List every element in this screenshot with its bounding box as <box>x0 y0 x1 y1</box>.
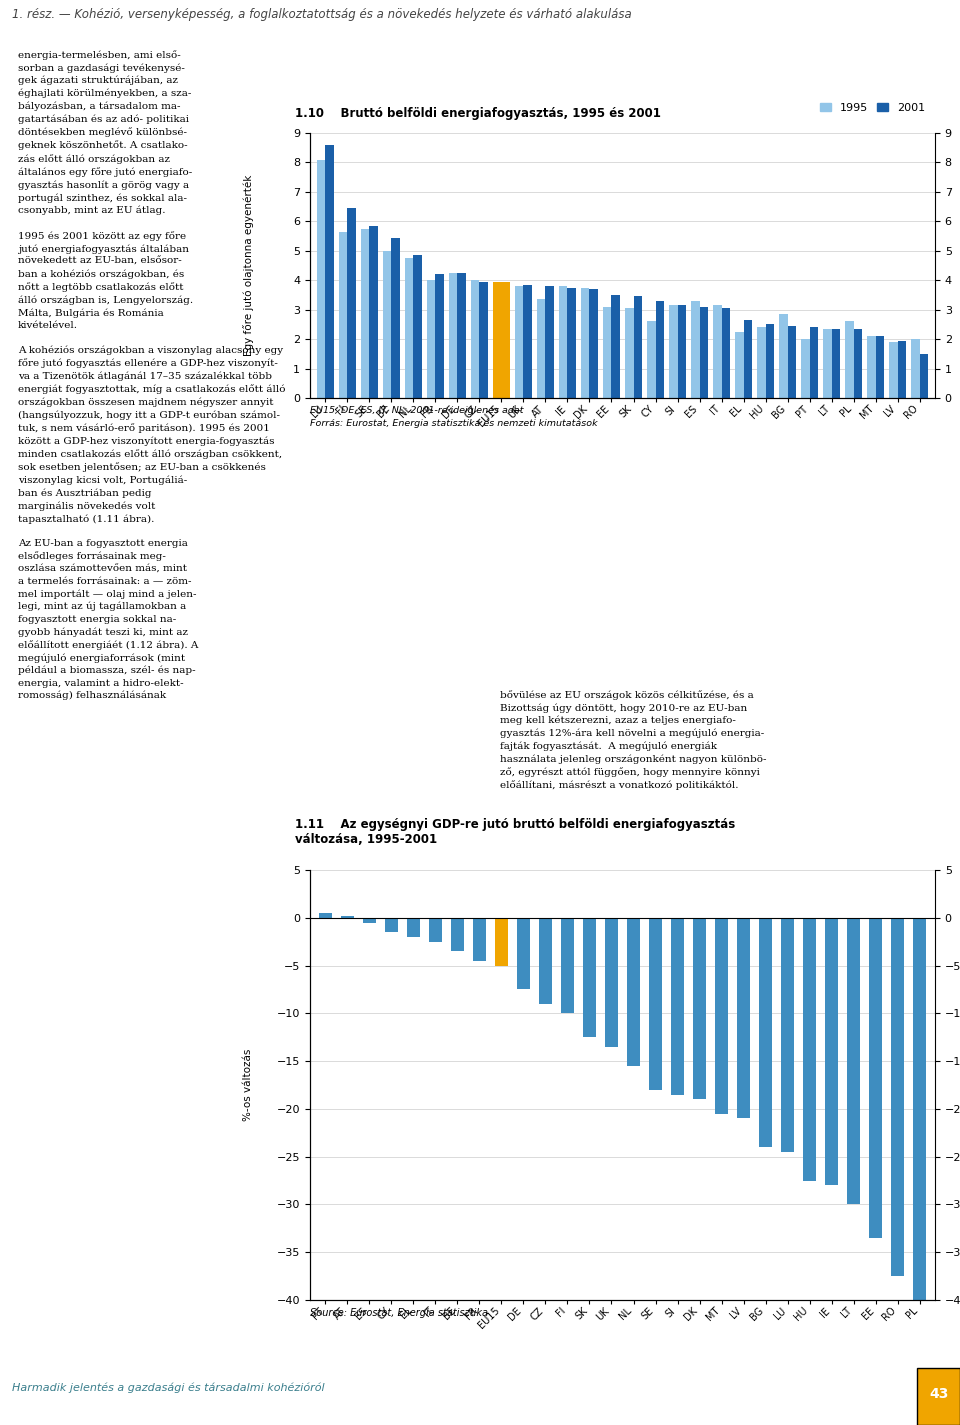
Bar <box>911 339 920 398</box>
Bar <box>405 258 414 398</box>
Bar <box>780 314 787 398</box>
Bar <box>757 328 765 398</box>
Bar <box>913 918 926 1300</box>
Bar <box>537 299 545 398</box>
Bar <box>449 272 458 398</box>
Bar <box>436 275 444 398</box>
FancyBboxPatch shape <box>917 1368 960 1425</box>
Bar <box>494 918 508 966</box>
Bar <box>669 305 678 398</box>
Bar <box>744 321 752 398</box>
Bar <box>853 329 862 398</box>
Bar <box>700 306 708 398</box>
Legend: 1995, 2001: 1995, 2001 <box>815 98 929 118</box>
Bar <box>656 301 664 398</box>
Bar <box>370 225 378 398</box>
Bar <box>559 286 567 398</box>
Bar <box>803 918 816 1180</box>
Bar <box>319 913 332 918</box>
Bar <box>715 918 728 1114</box>
Bar <box>471 281 479 398</box>
Text: 2001-ben a megújuló energiaforrások az EU-ban
az összes felhasznált energiának m: 2001-ben a megújuló energiaforrások az E… <box>500 911 764 985</box>
Bar <box>603 306 612 398</box>
Text: bővülése az EU országok közös célkitűzése, és a
Bizottság úgy döntött, hogy 2010: bővülése az EU országok közös célkitűzés… <box>500 690 766 791</box>
Text: Forrás: Eurostat, Energia statisztika és nemzeti kimutatások: Forrás: Eurostat, Energia statisztika és… <box>310 418 598 428</box>
Bar <box>780 918 794 1151</box>
Text: Harmadik jelentés a gazdasági és társadalmi kohézióról: Harmadik jelentés a gazdasági és társada… <box>12 1382 324 1394</box>
Bar <box>634 296 642 398</box>
Bar <box>765 325 774 398</box>
Bar <box>341 916 354 918</box>
Text: Source: Eurostat, Energia statisztika: Source: Eurostat, Energia statisztika <box>310 1308 488 1318</box>
Text: 1.11    Az egységnyi GDP-re jutó bruttó belföldi energiafogyasztás
változása, 19: 1.11 Az egységnyi GDP-re jutó bruttó bel… <box>295 818 735 846</box>
Bar <box>713 305 722 398</box>
Bar <box>581 288 589 398</box>
Bar <box>693 918 707 1099</box>
Bar <box>889 342 898 398</box>
Bar <box>920 353 928 398</box>
Bar <box>898 341 906 398</box>
Bar <box>407 918 420 936</box>
Bar <box>867 336 876 398</box>
Bar <box>589 289 598 398</box>
Bar <box>516 918 530 989</box>
Bar <box>427 281 436 398</box>
Bar <box>649 918 662 1090</box>
Bar <box>317 160 325 398</box>
Bar <box>458 272 466 398</box>
Bar <box>891 918 904 1277</box>
Bar <box>876 336 884 398</box>
Bar <box>678 305 685 398</box>
Bar <box>825 918 838 1186</box>
Bar <box>501 282 510 398</box>
Bar <box>809 328 818 398</box>
Bar <box>383 251 392 398</box>
Bar <box>583 918 596 1037</box>
Bar <box>473 918 486 960</box>
Bar <box>325 145 334 398</box>
Bar <box>869 918 882 1238</box>
Bar <box>392 238 399 398</box>
Text: energia-termelésben, ami első-
sorban a gazdasági tevékenysé-
gek ágazati strukt: energia-termelésben, ami első- sorban a … <box>18 50 285 701</box>
Text: Egy főre jutó olajtonna egyenérték: Egy főre jutó olajtonna egyenérték <box>243 175 253 356</box>
Bar <box>479 282 488 398</box>
Bar <box>845 322 853 398</box>
Bar <box>348 208 356 398</box>
Bar <box>567 288 576 398</box>
Bar <box>539 918 552 1003</box>
Bar <box>691 301 700 398</box>
Bar <box>385 918 398 932</box>
Bar <box>735 332 744 398</box>
Bar <box>847 918 860 1204</box>
Bar <box>627 918 640 1066</box>
Bar <box>831 329 840 398</box>
Bar <box>493 282 501 398</box>
Bar <box>605 918 618 1047</box>
Bar <box>545 286 554 398</box>
Bar <box>523 285 532 398</box>
Bar <box>363 918 376 922</box>
Bar <box>361 228 370 398</box>
Bar <box>429 918 442 942</box>
Bar <box>759 918 772 1147</box>
Bar <box>671 918 684 1094</box>
Bar <box>339 232 348 398</box>
Bar <box>612 295 620 398</box>
Bar <box>625 308 634 398</box>
Bar <box>802 339 809 398</box>
Text: 1.10    Bruttó belföldi energiafogyasztás, 1995 és 2001: 1.10 Bruttó belföldi energiafogyasztás, … <box>295 107 660 120</box>
Bar <box>824 329 831 398</box>
Text: 1. rész. — Kohézió, versenyképesség, a foglalkoztatottság és a növekedés helyzet: 1. rész. — Kohézió, versenyképesség, a f… <box>12 9 632 21</box>
Bar <box>787 326 796 398</box>
Bar <box>414 255 421 398</box>
Bar <box>737 918 750 1119</box>
Bar <box>451 918 464 952</box>
Bar <box>722 308 730 398</box>
Bar <box>516 286 523 398</box>
Text: 43: 43 <box>929 1387 948 1401</box>
Bar <box>647 322 656 398</box>
Text: %-os változás: %-os változás <box>244 1049 253 1121</box>
Bar <box>561 918 574 1013</box>
Text: EU15, DE, ES, IT, NL: 2001-re ideiglenes adat: EU15, DE, ES, IT, NL: 2001-re ideiglenes… <box>310 406 523 415</box>
